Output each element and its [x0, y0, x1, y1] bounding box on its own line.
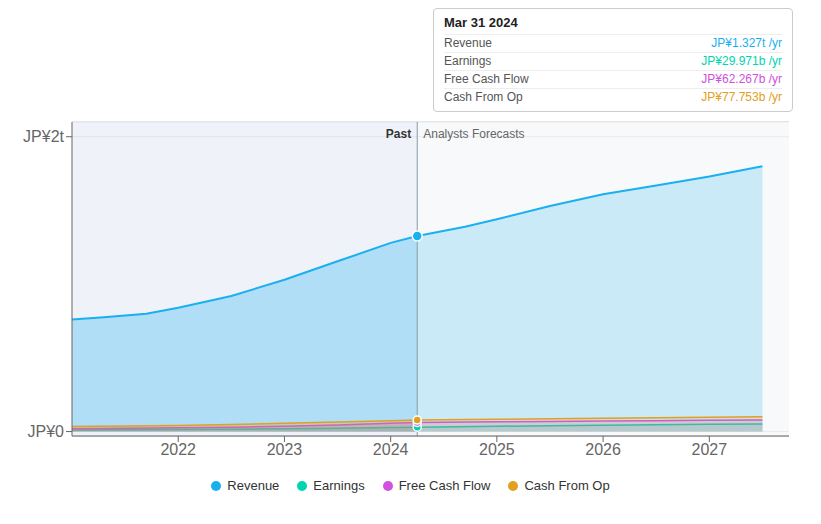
html-text:Mar 31 2024: Mar 31 2024	[444, 15, 518, 30]
svg-text:JP¥2t: JP¥2t	[23, 128, 64, 145]
html-text:JP¥29.971b /yr: JP¥29.971b /yr	[701, 54, 782, 68]
html-text:Free Cash Flow: Free Cash Flow	[398, 478, 491, 493]
svg-text:2022: 2022	[160, 441, 196, 458]
svg-text:2024: 2024	[373, 441, 409, 458]
svg-text:2025: 2025	[479, 441, 515, 458]
html-text:Revenue: Revenue	[444, 36, 492, 50]
html-text:Cash From Op: Cash From Op	[444, 90, 523, 104]
svg-text:Past: Past	[386, 127, 411, 141]
html-text:JP¥77.753b /yr: JP¥77.753b /yr	[701, 90, 782, 104]
html-text:Free Cash Flow: Free Cash Flow	[444, 72, 529, 86]
html-text:Earnings: Earnings	[313, 478, 365, 493]
svg-text:Analysts Forecasts: Analysts Forecasts	[423, 127, 524, 141]
svg-text:2027: 2027	[692, 441, 728, 458]
svg-text:JP¥0: JP¥0	[28, 423, 65, 440]
html-text:JP¥62.267b /yr: JP¥62.267b /yr	[701, 72, 782, 86]
svg-text:2026: 2026	[585, 441, 621, 458]
svg-text:2023: 2023	[267, 441, 303, 458]
html-text:Cash From Op: Cash From Op	[524, 478, 610, 493]
html-text:Revenue: Revenue	[227, 478, 280, 493]
html-text:Earnings: Earnings	[444, 54, 492, 68]
html-text:JP¥1.327t /yr: JP¥1.327t /yr	[711, 36, 782, 50]
